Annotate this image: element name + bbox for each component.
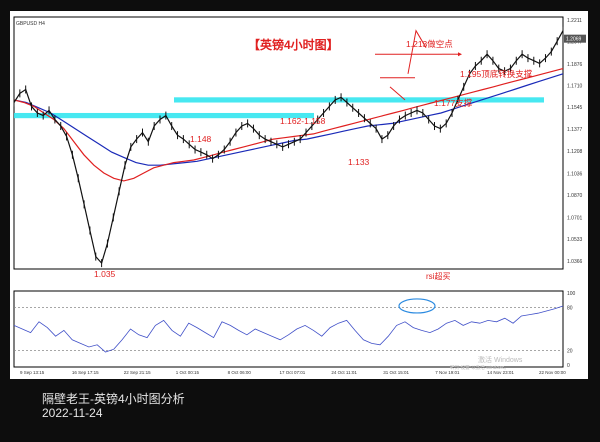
chart-title: 【英镑4小时图】 bbox=[248, 37, 339, 52]
price-tick-label: 1.1036 bbox=[567, 172, 583, 178]
price-tick-label: 1.0870 bbox=[567, 193, 583, 199]
x-tick-label: 16 Sep 17:15 bbox=[72, 370, 99, 375]
arrow-head-1195 bbox=[458, 52, 462, 57]
price-tick-label: 1.1710 bbox=[567, 84, 583, 90]
rsi-line bbox=[13, 305, 564, 353]
x-tick-label: 8 Oct 06:00 bbox=[228, 370, 252, 375]
x-tick-label: 7 Nov 19:01 bbox=[435, 370, 460, 375]
current-price-box bbox=[564, 34, 586, 43]
x-tick-label: 1 Oct 00:15 bbox=[176, 370, 200, 375]
annotation-label: 1.177支撑 bbox=[434, 98, 473, 108]
x-tick-label: 17 Oct 07:01 bbox=[280, 370, 306, 375]
rsi-tick-label: 100 bbox=[567, 291, 576, 297]
x-tick-label: 9 Sep 13:15 bbox=[20, 370, 45, 375]
x-tick-label: 24 Oct 11:01 bbox=[331, 370, 357, 375]
x-tick-label: 31 Oct 15:01 bbox=[383, 370, 409, 375]
zone-band bbox=[14, 112, 314, 119]
zone-band bbox=[174, 97, 544, 103]
symbol-label: GBPUSD H4 bbox=[16, 21, 45, 27]
rsi-label: rsi超买 bbox=[426, 271, 450, 281]
x-tick-label: 14 Nov 23:01 bbox=[487, 370, 514, 375]
chart-canvas: 1.22111.20471.18761.17101.15451.13771.12… bbox=[13, 16, 586, 375]
price-tick-label: 1.0701 bbox=[567, 215, 583, 221]
watermark-line-1: 激活 Windows bbox=[478, 355, 523, 364]
annotation-label: 1.195顶底转换支撑 bbox=[460, 69, 533, 79]
price-tick-label: 1.0533 bbox=[567, 237, 583, 243]
annotation-label: 1.213做空点 bbox=[406, 39, 453, 49]
price-tick-label: 1.0366 bbox=[567, 259, 583, 265]
price-tick-label: 1.1545 bbox=[567, 105, 583, 111]
price-tick-label: 1.1377 bbox=[567, 127, 583, 133]
rsi-tick-label: 0 bbox=[567, 363, 570, 369]
trend-arrow bbox=[389, 86, 406, 101]
watermark-line-2: 转到"设置"以激活 Windows。 bbox=[450, 364, 509, 371]
rsi-overbought-circle bbox=[398, 298, 436, 314]
annotation-label: 1.148 bbox=[190, 134, 212, 144]
annotation-label: 1.035 bbox=[94, 269, 116, 279]
price-tick-label: 1.1876 bbox=[567, 62, 583, 68]
x-tick-label: 22 Nov 00:00 bbox=[539, 370, 566, 375]
current-price-label: 1.2069 bbox=[566, 37, 582, 43]
ma-fast-line bbox=[13, 68, 564, 182]
x-tick-label: 22 Sep 21:15 bbox=[124, 370, 151, 375]
caption-title: 隔壁老王-英镑4小时图分析 bbox=[42, 392, 185, 406]
annotation-label: 1.162-1.158 bbox=[280, 116, 326, 126]
price-line bbox=[13, 30, 564, 265]
price-tick-label: 1.2211 bbox=[567, 18, 582, 24]
price-panel-border bbox=[13, 16, 564, 270]
caption-date: 2022-11-24 bbox=[42, 406, 103, 420]
short-point-marker bbox=[407, 29, 427, 74]
chart-frame: 1.22111.20471.18761.17101.15451.13771.12… bbox=[10, 11, 588, 379]
rsi-tick-label: 20 bbox=[567, 349, 573, 355]
price-tick-label: 1.1208 bbox=[567, 149, 583, 155]
rsi-panel-border bbox=[13, 290, 564, 368]
rsi-tick-label: 80 bbox=[567, 305, 573, 311]
annotation-label: 1.133 bbox=[348, 157, 370, 167]
